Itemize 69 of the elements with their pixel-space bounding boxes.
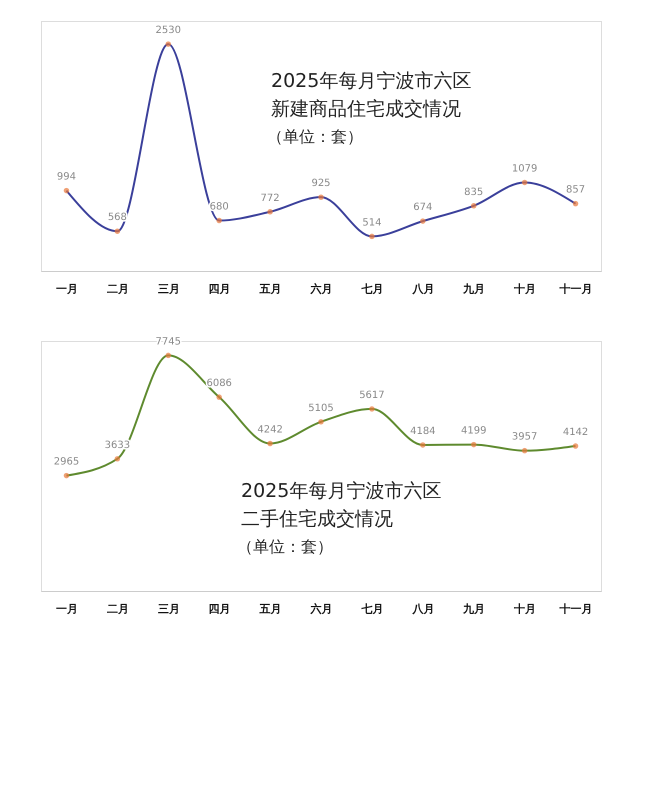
x-tick-label: 四月 — [208, 282, 231, 296]
data-label: 4199 — [461, 426, 486, 437]
point — [470, 203, 476, 208]
point — [267, 440, 273, 446]
data-label: 4242 — [257, 424, 283, 436]
data-label: 5105 — [308, 402, 334, 414]
x-tick-label: 二月 — [106, 602, 129, 616]
data-label: 6086 — [206, 378, 232, 390]
point — [166, 41, 172, 47]
data-label: 2965 — [54, 456, 80, 468]
point — [114, 228, 120, 234]
point — [318, 194, 324, 200]
x-tick-label: 一月 — [56, 282, 78, 296]
data-label: 857 — [566, 184, 586, 196]
x-tick-label: 六月 — [310, 282, 332, 296]
text: （单位：套） — [237, 537, 333, 556]
x-tick-label: 六月 — [310, 602, 332, 616]
point — [572, 200, 578, 206]
x-tick-label: 五月 — [258, 282, 282, 296]
point — [216, 218, 222, 224]
data-label: 1079 — [512, 163, 538, 174]
x-tick-label: 一月 — [56, 602, 78, 616]
point — [369, 234, 375, 240]
data-label: 674 — [413, 202, 432, 214]
data-label: 994 — [56, 172, 76, 183]
text: 二手住宅成交情况 — [241, 508, 393, 530]
x-tick-label: 四月 — [208, 602, 231, 616]
x-tick-label: 七月 — [360, 602, 384, 616]
point — [420, 218, 426, 224]
point — [64, 472, 70, 478]
point — [267, 209, 273, 215]
text: 2025年每月宁波市六区 — [241, 480, 442, 502]
data-label: 4142 — [562, 427, 588, 438]
annotation: （单位：套） — [267, 127, 363, 146]
text: 2025年每月宁波市六区 — [271, 70, 472, 92]
x-tick-label: 二月 — [106, 282, 129, 296]
point — [572, 443, 578, 449]
data-label: 5617 — [359, 390, 385, 401]
point — [420, 442, 426, 448]
x-tick-label: 七月 — [360, 282, 384, 296]
data-label: 514 — [362, 217, 382, 228]
x-tick-label: 十月 — [513, 282, 536, 296]
point — [216, 394, 222, 400]
point — [369, 406, 375, 412]
x-tick-label: 三月 — [158, 282, 180, 296]
x-tick-label: 十月 — [513, 602, 536, 616]
point — [522, 180, 528, 186]
x-tick-label: 八月 — [411, 602, 434, 616]
data-label: 4184 — [410, 426, 436, 437]
point — [470, 442, 476, 448]
point — [64, 188, 70, 194]
data-label: 772 — [260, 192, 280, 204]
text: 新建商品住宅成交情况 — [271, 98, 461, 120]
x-tick-label: 八月 — [411, 282, 434, 296]
data-label: 3957 — [512, 432, 538, 443]
data-label: 2530 — [156, 25, 181, 36]
data-label: 925 — [311, 178, 331, 190]
point — [522, 448, 528, 454]
x-tick-label: 十一月 — [558, 282, 593, 296]
data-label: 7745 — [156, 336, 181, 348]
point — [114, 456, 120, 462]
x-tick-label: 九月 — [462, 282, 486, 296]
x-tick-label: 十一月 — [558, 602, 593, 616]
point — [166, 352, 172, 358]
x-tick-label: 九月 — [462, 602, 486, 616]
point — [318, 419, 324, 425]
x-tick-label: 五月 — [258, 602, 282, 616]
x-tick-label: 三月 — [158, 602, 180, 616]
data-label: 835 — [464, 186, 484, 198]
